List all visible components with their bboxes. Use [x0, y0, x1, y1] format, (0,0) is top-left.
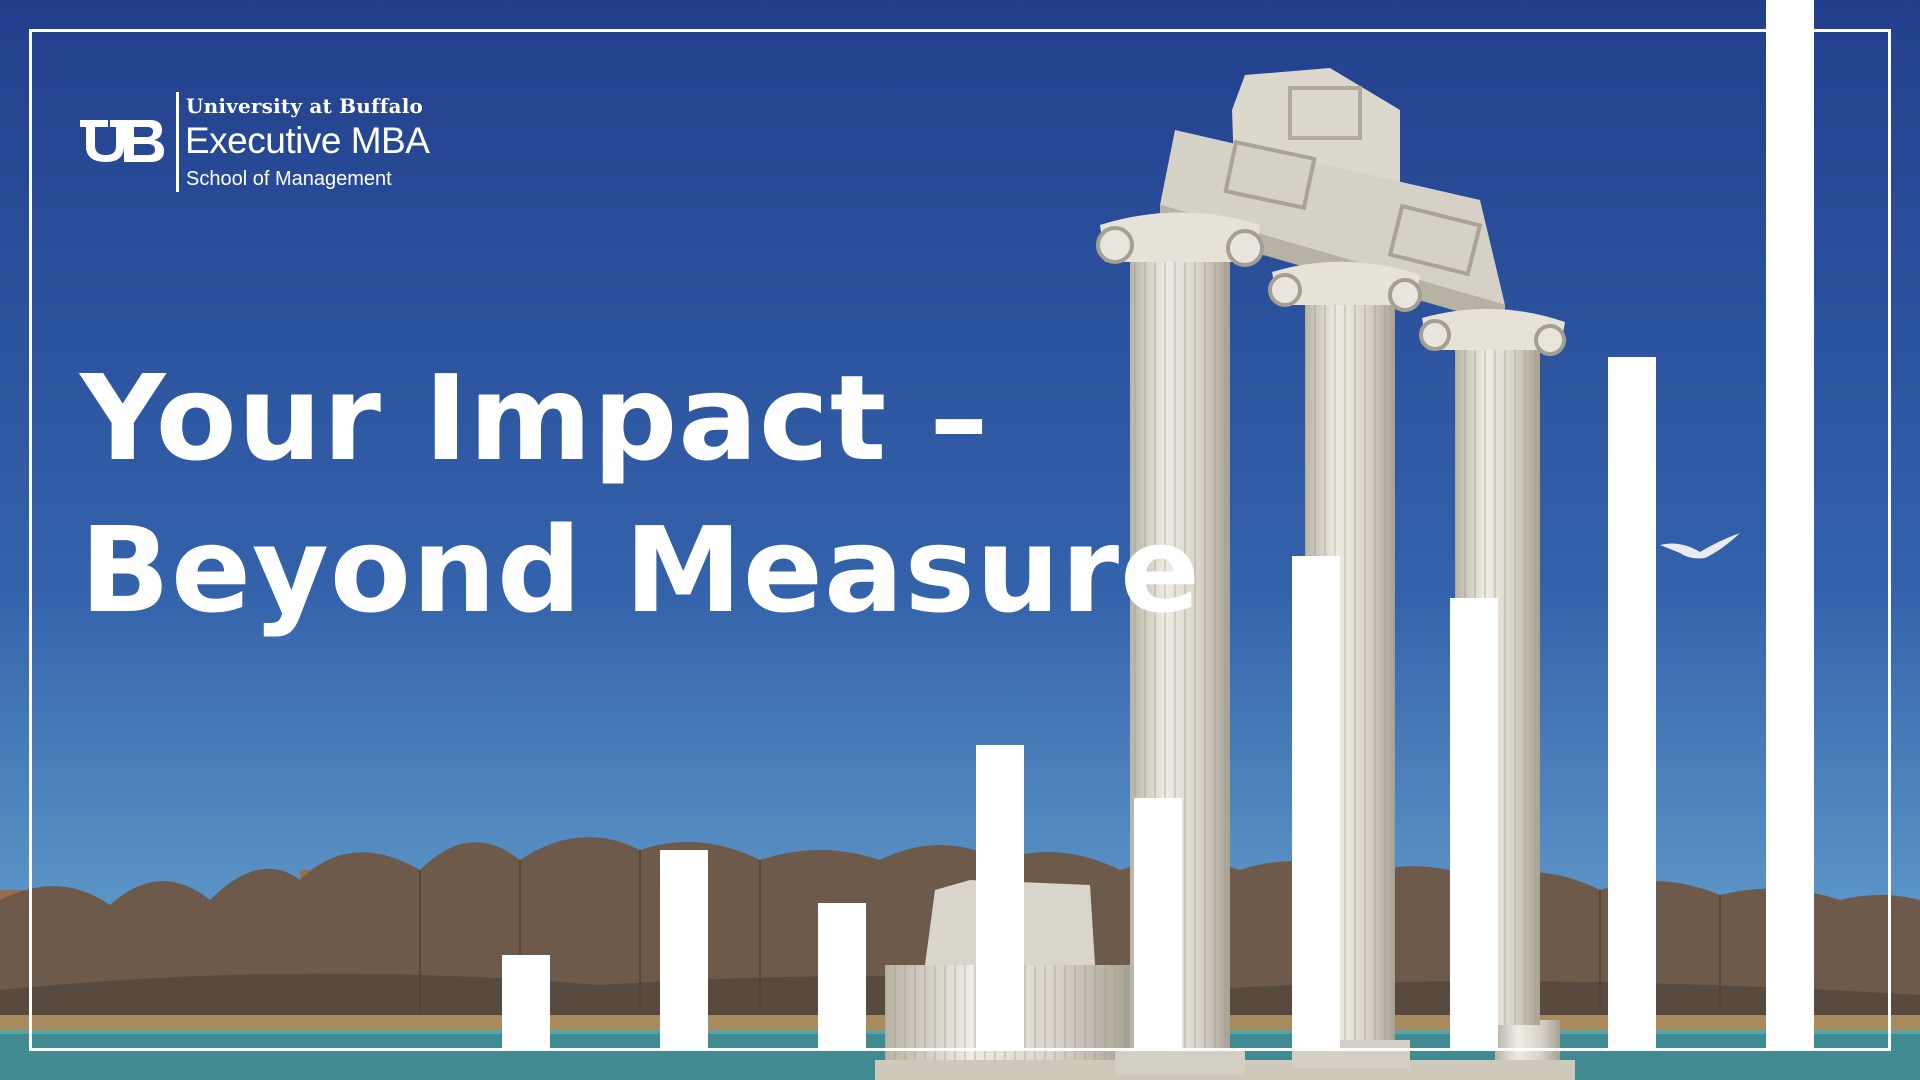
headline-line-1: Your Impact –	[80, 349, 990, 487]
page-headline: Your Impact – Beyond Measure	[80, 342, 1202, 646]
decorative-bar	[660, 850, 708, 1050]
ub-monogram-icon	[80, 120, 164, 162]
decorative-bar	[1608, 357, 1656, 1050]
decorative-bar	[502, 955, 550, 1050]
decorative-bar	[1450, 598, 1498, 1050]
program-name: Executive MBA	[185, 120, 430, 161]
decorative-bar	[1766, 0, 1814, 1050]
decorative-bar	[1292, 556, 1340, 1050]
university-name: University at Buffalo	[186, 94, 424, 118]
ub-emba-logo: University at Buffalo Executive MBA Scho…	[80, 92, 460, 192]
headline-line-2: Beyond Measure	[80, 501, 1202, 639]
logo-divider	[176, 92, 179, 192]
decorative-bar	[1134, 798, 1182, 1050]
school-name: School of Management	[186, 168, 392, 190]
decorative-bar	[818, 903, 866, 1050]
decorative-bar	[976, 745, 1024, 1050]
seagull-icon	[1660, 533, 1740, 559]
